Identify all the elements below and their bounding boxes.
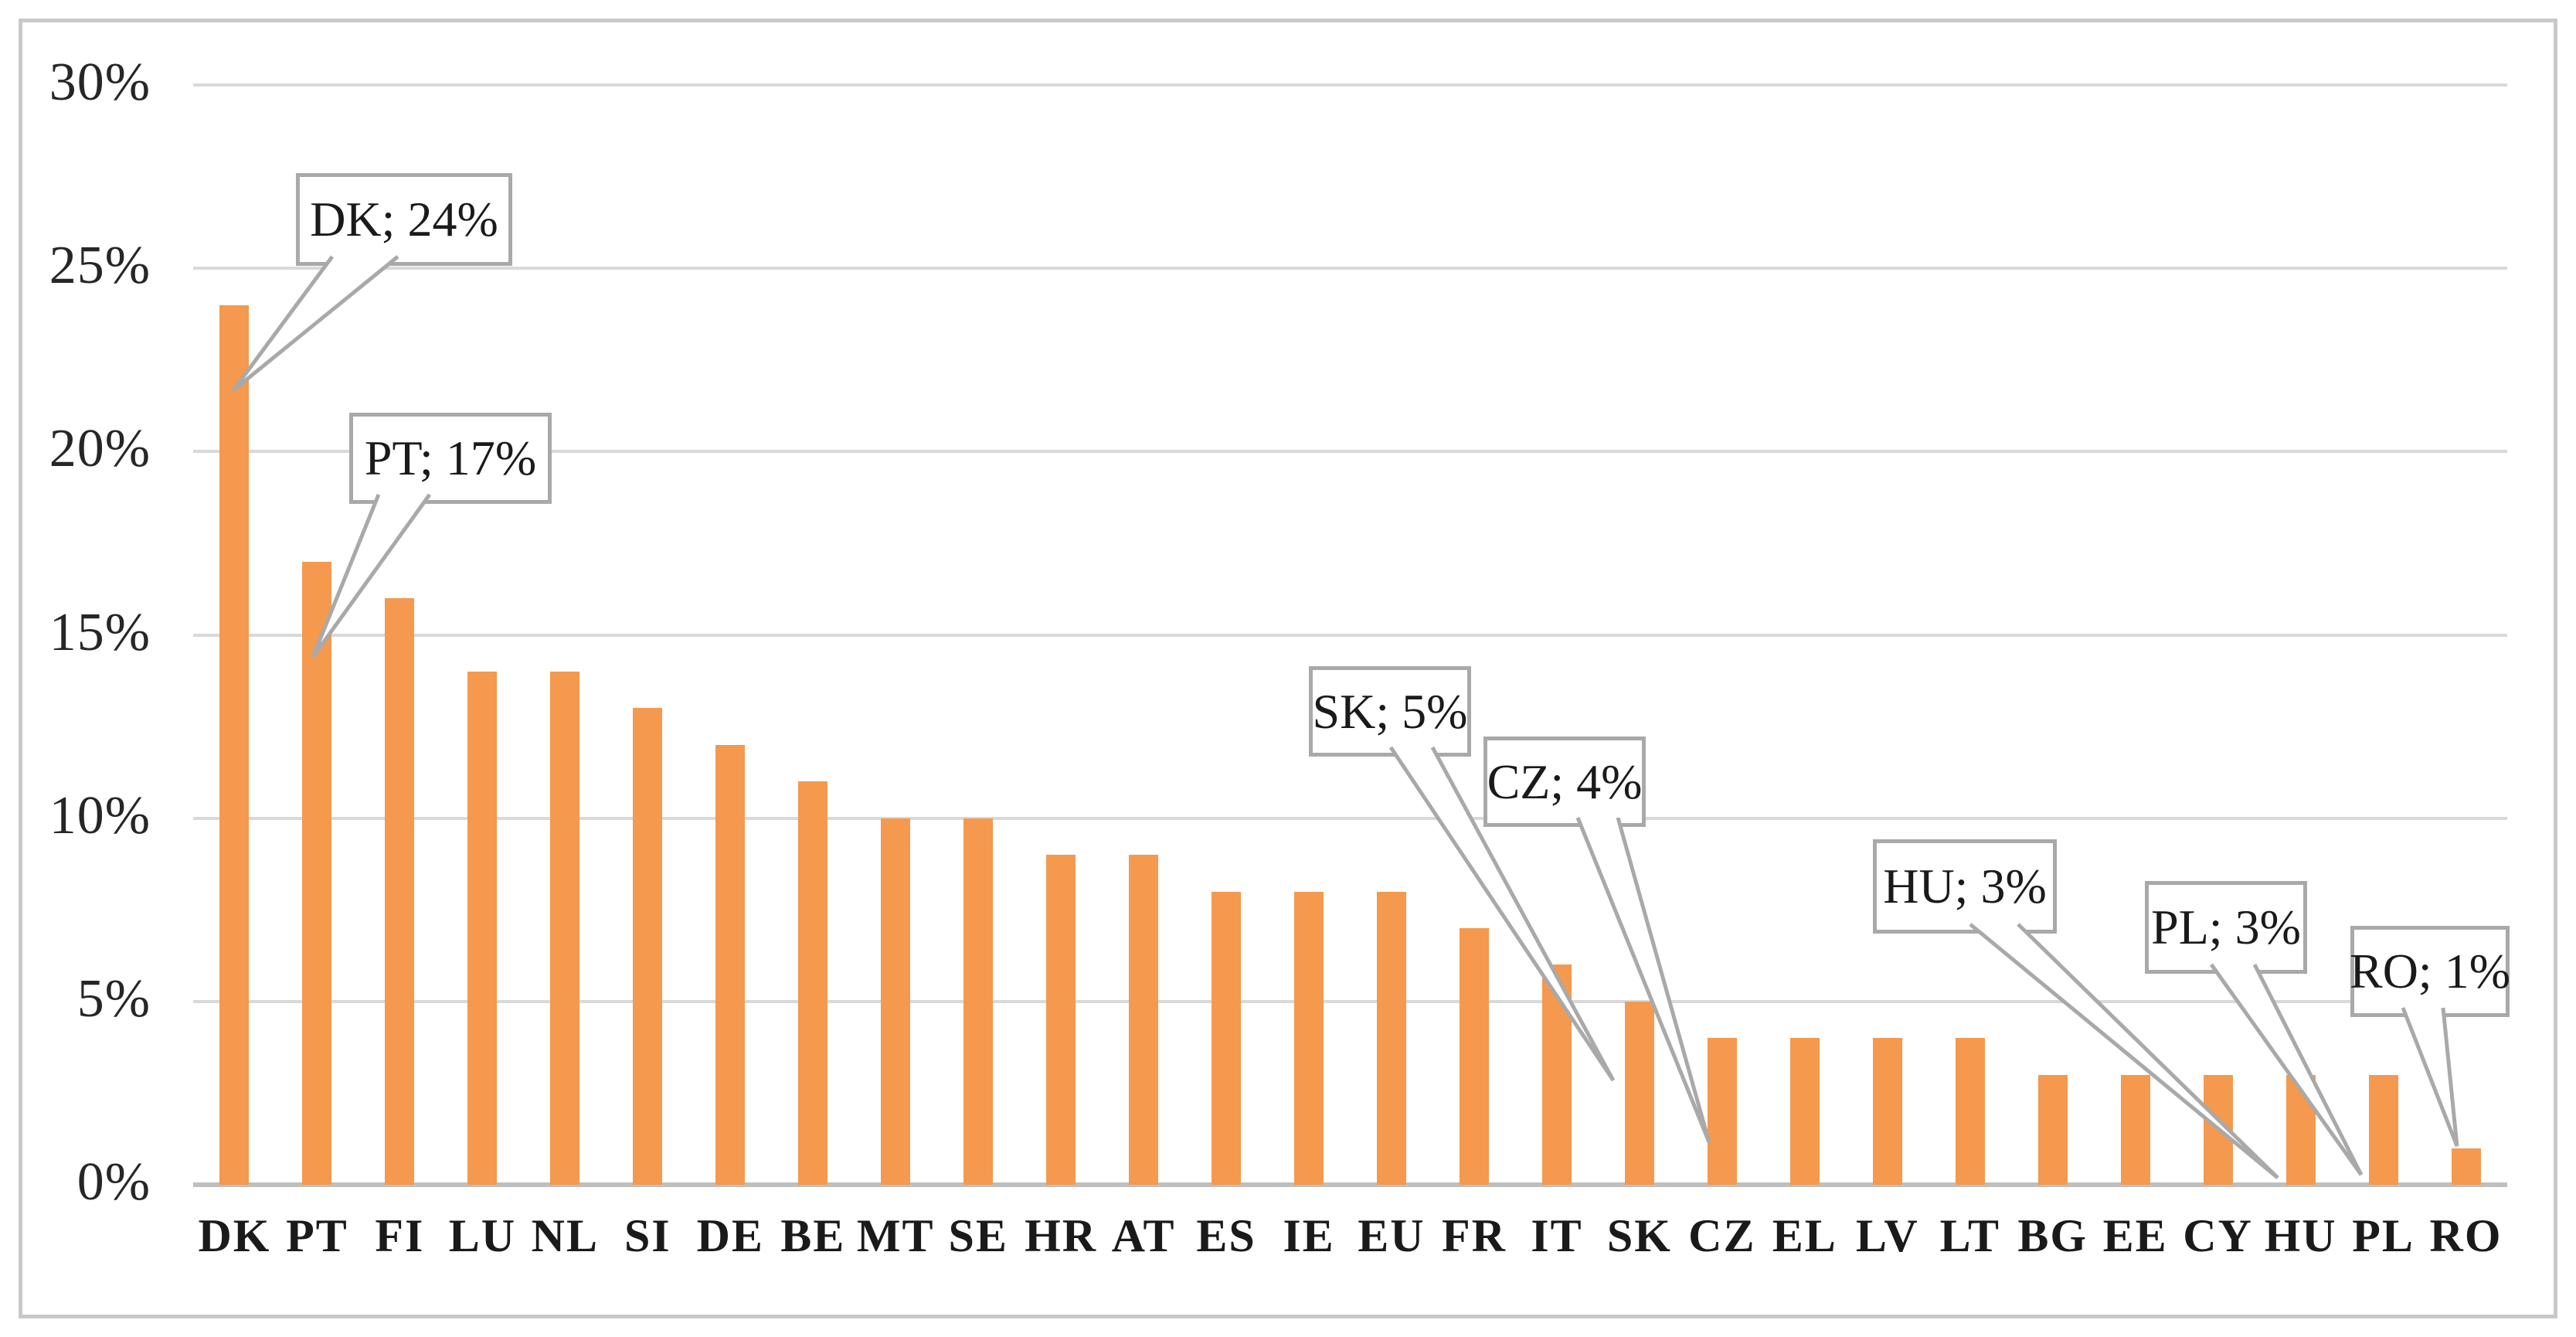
y-tick-label: 0%	[76, 1152, 151, 1212]
bar-FI	[385, 598, 415, 1185]
bar-FR	[1459, 927, 1489, 1185]
x-tick-label-PT: PT	[286, 1210, 348, 1261]
callout-box: PL; 3%	[2145, 881, 2307, 974]
x-axis-line	[193, 1182, 2507, 1187]
bar-LT	[1955, 1038, 1985, 1185]
x-tick-label-FI: FI	[375, 1210, 425, 1261]
x-tick-label-CZ: CZ	[1688, 1210, 1756, 1261]
y-tick-label: 25%	[49, 235, 151, 295]
bar-SE	[963, 818, 994, 1185]
bar-RO	[2451, 1148, 2481, 1185]
x-tick-label-DE: DE	[696, 1210, 764, 1261]
bar-PT	[302, 561, 332, 1185]
gridline	[193, 816, 2507, 820]
x-tick-label-LV: LV	[1855, 1210, 1919, 1261]
gridline	[193, 267, 2507, 270]
x-tick-label-SE: SE	[948, 1210, 1008, 1261]
x-tick-label-EL: EL	[1772, 1210, 1837, 1261]
x-tick-label-IT: IT	[1531, 1210, 1583, 1261]
bar-CY	[2203, 1074, 2233, 1185]
x-tick-label-PL: PL	[2352, 1210, 2415, 1261]
gridline	[193, 999, 2507, 1003]
y-tick-label: 30%	[49, 52, 151, 112]
x-tick-label-LU: LU	[448, 1210, 517, 1261]
bar-EL	[1789, 1038, 1820, 1185]
bar-EU	[1376, 891, 1406, 1185]
bar-IE	[1294, 891, 1324, 1185]
callout-box: CZ; 4%	[1483, 737, 1646, 827]
x-tick-label-LT: LT	[1939, 1210, 2000, 1261]
bar-CZ	[1707, 1038, 1737, 1185]
bar-BG	[2037, 1074, 2068, 1185]
y-tick-label: 10%	[49, 785, 151, 845]
y-tick-label: 5%	[76, 968, 151, 1029]
bar-ES	[1212, 891, 1242, 1185]
x-tick-label-BG: BG	[2017, 1210, 2088, 1261]
bar-PL	[2368, 1074, 2398, 1185]
y-tick-label: 20%	[49, 419, 151, 479]
callout-box: PT; 17%	[349, 413, 552, 504]
gridline	[193, 83, 2507, 87]
bar-SK	[1624, 1001, 1654, 1185]
x-tick-label-SK: SK	[1606, 1210, 1672, 1261]
x-tick-label-RO: RO	[2429, 1210, 2503, 1261]
bar-NL	[550, 671, 580, 1185]
x-tick-label-BE: BE	[780, 1210, 846, 1261]
callout-box: SK; 5%	[1309, 666, 1471, 757]
x-tick-label-HU: HU	[2264, 1210, 2337, 1261]
x-tick-label-EU: EU	[1358, 1210, 1426, 1261]
bar-SI	[633, 708, 663, 1185]
gridline	[193, 450, 2507, 454]
bar-MT	[881, 818, 911, 1185]
callout-box: HU; 3%	[1873, 839, 2057, 934]
x-tick-label-AT: AT	[1111, 1210, 1176, 1261]
bar-BE	[798, 781, 828, 1185]
x-tick-label-DK: DK	[198, 1210, 271, 1261]
x-tick-label-NL: NL	[531, 1210, 599, 1261]
x-tick-label-MT: MT	[856, 1210, 935, 1261]
bar-EE	[2120, 1074, 2150, 1185]
x-tick-label-FR: FR	[1441, 1210, 1507, 1261]
bar-HU	[2285, 1074, 2316, 1185]
x-tick-label-CY: CY	[2183, 1210, 2253, 1261]
bar-DK	[219, 304, 250, 1185]
x-tick-label-EE: EE	[2102, 1210, 2168, 1261]
bar-HR	[1046, 855, 1076, 1185]
bar-IT	[1541, 964, 1572, 1185]
bar-AT	[1129, 855, 1159, 1185]
x-tick-label-HR: HR	[1025, 1210, 1098, 1261]
bar-LV	[1872, 1038, 1902, 1185]
x-tick-label-ES: ES	[1196, 1210, 1256, 1261]
callout-box: DK; 24%	[296, 173, 512, 266]
bar-LU	[467, 671, 498, 1185]
callout-box: RO; 1%	[2350, 926, 2510, 1017]
gridline	[193, 633, 2507, 637]
chart-border-frame	[19, 19, 2557, 1318]
y-tick-label: 15%	[49, 602, 151, 662]
bar-DE	[715, 744, 746, 1185]
x-tick-label-SI: SI	[624, 1210, 671, 1261]
x-tick-label-IE: IE	[1283, 1210, 1335, 1261]
